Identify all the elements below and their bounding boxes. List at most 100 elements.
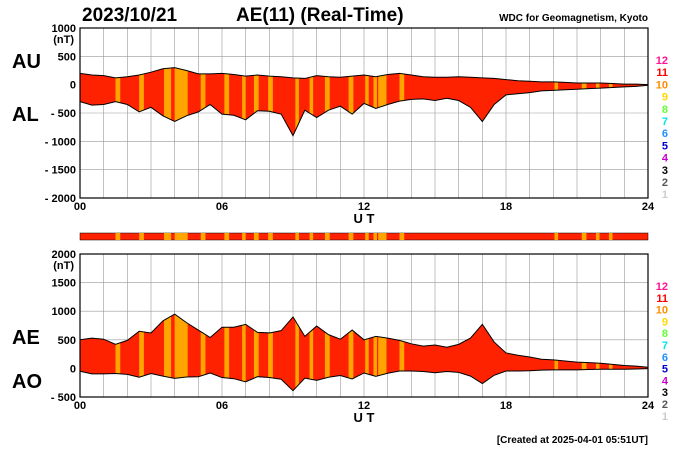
panel1-ytick-label: - 500 bbox=[51, 108, 76, 120]
activity-strip bbox=[79, 232, 649, 241]
panel2-ytick-label: 500 bbox=[58, 335, 76, 347]
panel2-area bbox=[80, 314, 648, 391]
panel1-ytick-label: - 1000 bbox=[45, 136, 76, 148]
panel2-highlight-band bbox=[164, 314, 172, 391]
panel2-legend-item-11: 11 bbox=[656, 293, 668, 305]
panel2-frame bbox=[79, 253, 649, 398]
panel2-highlight-band bbox=[554, 314, 559, 391]
panel2-xtick-label: 00 bbox=[74, 400, 86, 412]
activity-strip-segment bbox=[164, 233, 172, 240]
activity-strip-segment bbox=[253, 233, 259, 240]
panel2-legend-item-7: 7 bbox=[662, 340, 668, 352]
panel2-legend-item-12: 12 bbox=[656, 281, 668, 293]
activity-strip-segment bbox=[139, 233, 144, 240]
activity-strip-segment bbox=[378, 233, 387, 240]
panel2-legend-item-1: 1 bbox=[662, 411, 668, 423]
panel2-highlight-band bbox=[268, 314, 273, 391]
panel1-legend-item-6: 6 bbox=[662, 128, 668, 140]
panel1-frame bbox=[79, 27, 649, 199]
activity-strip-segment bbox=[224, 233, 230, 240]
activity-strip-segment bbox=[554, 233, 559, 240]
panel1-legend-item-11: 11 bbox=[656, 67, 668, 79]
panel1-highlight-band bbox=[115, 67, 121, 136]
panel1-series-al-line bbox=[79, 84, 649, 137]
activity-strip-segment bbox=[268, 233, 273, 240]
activity-strip-segment bbox=[365, 233, 369, 240]
panel2-series-ae-line bbox=[79, 313, 649, 368]
panel1-highlight-band bbox=[253, 67, 259, 136]
panel2-xtick-label: 06 bbox=[216, 400, 228, 412]
panel1-lower-label: AL bbox=[12, 104, 39, 126]
panel1-highlight-band bbox=[348, 67, 354, 136]
panel1-legend-item-1: 1 bbox=[662, 189, 668, 201]
panel2-highlight-band bbox=[324, 314, 330, 391]
activity-strip-segment bbox=[309, 233, 314, 240]
panel2-xtick-label: 12 bbox=[358, 400, 370, 412]
panel1-xtick-label: 06 bbox=[216, 201, 228, 213]
activity-strip-segment bbox=[242, 233, 246, 240]
panel2-highlight-band bbox=[174, 314, 188, 391]
panel1-xtick-label: 24 bbox=[642, 201, 655, 213]
panel2-highlight-band bbox=[309, 314, 314, 391]
activity-strip-segment bbox=[324, 233, 330, 240]
panel2-ytick-label: 1000 bbox=[52, 306, 76, 318]
panel1-upper-label: AU bbox=[12, 51, 41, 73]
panel2-highlight-band bbox=[224, 314, 230, 391]
index-title: AE(11) (Real-Time) bbox=[236, 5, 404, 26]
activity-strip-segment bbox=[373, 233, 378, 240]
panel2-ytick-label: 1500 bbox=[52, 278, 76, 290]
panel2-x-axis-label: U T bbox=[354, 410, 375, 425]
panel2-highlight-band bbox=[399, 314, 405, 391]
panel2-lower-label: AO bbox=[12, 371, 42, 393]
activity-strip-segment bbox=[115, 233, 121, 240]
panel1-area bbox=[80, 67, 648, 136]
panel1-legend-item-2: 2 bbox=[662, 177, 668, 189]
panel1-legend-item-3: 3 bbox=[662, 165, 668, 177]
panel1-x-axis-label: U T bbox=[354, 211, 375, 226]
panel1-unit-label: (nT) bbox=[53, 34, 74, 46]
panel1-legend-item-8: 8 bbox=[662, 104, 668, 116]
panel1-ytick-label: 500 bbox=[58, 51, 76, 63]
panel1-series-au-line bbox=[79, 67, 649, 86]
panel1-highlight-band bbox=[268, 67, 273, 136]
panel1-highlight-band bbox=[200, 67, 206, 136]
panel2-highlight-band bbox=[115, 314, 121, 391]
panel2-legend-item-2: 2 bbox=[662, 399, 668, 411]
panel1-ytick-label: - 1500 bbox=[45, 165, 76, 177]
created-label: [Created at 2025-04-01 05:51UT] bbox=[497, 435, 648, 446]
panel1-highlight-band bbox=[373, 67, 378, 136]
activity-strip-segment bbox=[608, 233, 613, 240]
panel1-highlight-band bbox=[295, 67, 299, 136]
panel2-legend-item-10: 10 bbox=[656, 305, 668, 317]
panel1-highlight-band bbox=[365, 67, 369, 136]
panel2-legend-item-3: 3 bbox=[662, 387, 668, 399]
panel1-legend-item-12: 12 bbox=[656, 55, 668, 67]
panel2-unit-label: (nT) bbox=[53, 260, 74, 272]
panel2-highlight-band bbox=[253, 314, 259, 391]
panel2-highlight-band bbox=[139, 314, 144, 391]
activity-strip-segment bbox=[174, 233, 188, 240]
panel2-upper-label: AE bbox=[12, 327, 40, 349]
activity-strip-segment bbox=[295, 233, 299, 240]
panel2-highlight-band bbox=[378, 314, 387, 391]
panel2-xtick-label: 18 bbox=[500, 400, 512, 412]
panel2-legend-item-9: 9 bbox=[662, 316, 668, 328]
panel1-ytick-label: - 2000 bbox=[45, 193, 76, 205]
date-title: 2023/10/21 bbox=[82, 5, 178, 26]
panel2-highlight-band bbox=[581, 314, 587, 391]
panel2-legend-item-5: 5 bbox=[662, 364, 668, 376]
panel2-legend-item-4: 4 bbox=[662, 375, 669, 387]
activity-strip-segment bbox=[399, 233, 405, 240]
panel2-legend-item-6: 6 bbox=[662, 352, 668, 364]
panel1-highlight-band bbox=[378, 67, 387, 136]
panel1-legend-item-10: 10 bbox=[656, 79, 668, 91]
panel1-highlight-band bbox=[324, 67, 330, 136]
panel2-highlight-band bbox=[608, 314, 613, 391]
panel1-legend-item-9: 9 bbox=[662, 92, 668, 104]
panel2-highlight-band bbox=[200, 314, 206, 391]
panel2-highlight-band bbox=[295, 314, 299, 391]
panel2-highlight-band bbox=[373, 314, 378, 391]
panel1-highlight-band bbox=[242, 67, 246, 136]
panel2-highlight-band bbox=[242, 314, 246, 391]
panel2-xtick-label: 24 bbox=[642, 400, 655, 412]
